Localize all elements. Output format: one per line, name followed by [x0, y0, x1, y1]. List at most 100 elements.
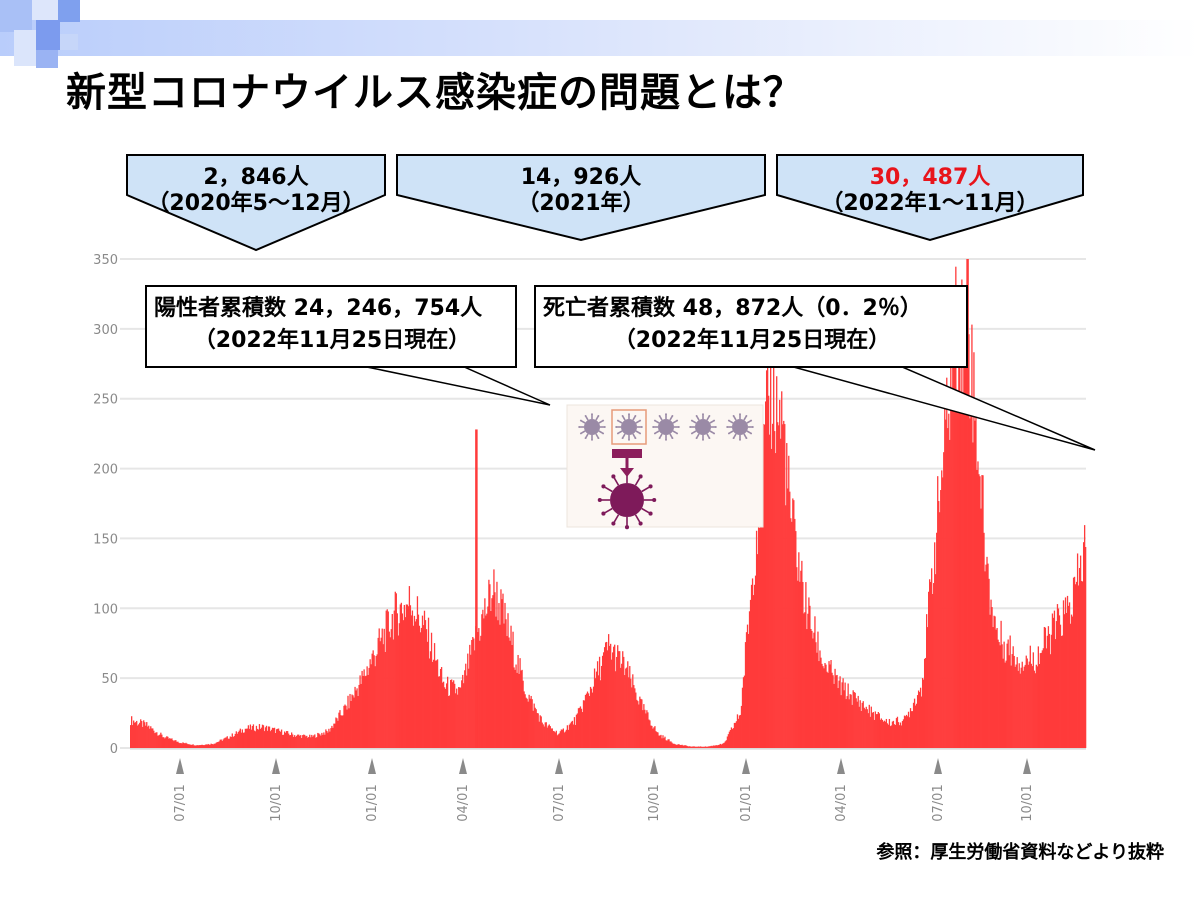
bar-792	[927, 627, 929, 748]
bar-60	[190, 744, 192, 748]
bar-447	[579, 706, 582, 748]
bar-86	[216, 742, 218, 748]
bar-212	[343, 705, 345, 748]
bar-275	[406, 604, 409, 748]
bar-731	[865, 706, 867, 748]
bar-103	[233, 736, 235, 748]
bar-349	[481, 614, 483, 748]
bar-931	[1066, 595, 1069, 748]
bar-175	[306, 735, 308, 748]
bar-16	[146, 722, 148, 748]
bar-694	[828, 661, 830, 748]
callout-3-text: 30，487人 （2022年1～11月）	[777, 165, 1083, 217]
bar-107	[237, 731, 239, 748]
bar-859	[994, 616, 996, 748]
bar-402	[534, 707, 536, 748]
bar-87	[217, 741, 219, 748]
bar-580	[713, 745, 715, 748]
bar-28	[158, 735, 160, 748]
bar-209	[340, 715, 342, 748]
y-tick-label-5: 250	[93, 393, 118, 408]
bar-888	[1023, 666, 1025, 748]
bar-388	[520, 670, 522, 748]
bar-300	[431, 661, 434, 748]
bar-885	[1020, 667, 1022, 748]
bar-578	[711, 746, 713, 748]
bar-168	[299, 735, 301, 748]
bar-67	[197, 745, 199, 748]
bar-422	[554, 732, 556, 748]
bar-126	[256, 728, 259, 748]
bar-930	[1065, 612, 1068, 748]
bar-522	[655, 731, 657, 748]
bar-738	[872, 712, 874, 748]
bar-784	[918, 692, 921, 748]
bar-887	[1022, 670, 1024, 748]
bar-314	[445, 683, 448, 748]
bar-541	[674, 744, 676, 748]
bar-529	[662, 735, 664, 748]
bar-569	[702, 746, 704, 748]
bar-815	[950, 338, 952, 748]
bar-301	[432, 659, 435, 748]
bar-806	[941, 470, 943, 748]
bar-333	[465, 663, 467, 748]
bar-618	[751, 578, 754, 748]
bar-394	[526, 698, 528, 748]
bar-621	[754, 575, 757, 748]
bar-268	[399, 604, 401, 748]
bar-834	[969, 418, 971, 748]
bar-435	[567, 729, 570, 748]
bar-55	[185, 742, 187, 748]
bar-22	[152, 728, 154, 748]
bar-872	[1007, 639, 1009, 748]
bar-83	[213, 743, 215, 748]
bar-811	[946, 377, 948, 748]
bar-683	[817, 631, 819, 748]
bar-170	[301, 738, 303, 748]
bar-801	[936, 532, 938, 748]
bar-627	[760, 511, 763, 748]
callout-arrow-2	[396, 154, 766, 242]
bar-362	[494, 592, 496, 748]
bar-242	[373, 655, 375, 748]
bar-315	[446, 676, 449, 748]
bar-720	[854, 692, 856, 748]
bar-75	[205, 744, 207, 748]
bar-577	[710, 745, 712, 748]
bar-261	[392, 639, 394, 748]
bar-938	[1073, 576, 1076, 748]
bar-178	[309, 734, 311, 748]
bar-425	[557, 734, 559, 748]
bar-390	[522, 680, 524, 748]
bar-935	[1070, 614, 1073, 748]
bar-370	[502, 593, 504, 748]
bar-511	[644, 709, 646, 748]
bar-15	[145, 725, 147, 748]
box2-pointer	[789, 365, 1096, 451]
bar-179	[310, 737, 312, 748]
bar-873	[1008, 655, 1010, 748]
bar-497	[630, 678, 632, 748]
bar-293	[424, 620, 427, 748]
bar-373	[505, 619, 507, 748]
bar-136	[266, 730, 269, 748]
bar-520	[653, 727, 655, 748]
bar-270	[401, 613, 404, 748]
bar-740	[874, 711, 876, 748]
bar-531	[664, 736, 666, 748]
bar-803	[938, 501, 940, 748]
info-box-1-text: 陽性者累積数 24，246，754人 （2022年11月25日現在）	[154, 293, 510, 357]
bar-324	[456, 688, 458, 748]
callout-arrow-3	[776, 154, 1084, 242]
info-box-2-line1: 死亡者累積数 48，872人（0．2％）	[543, 296, 922, 321]
bar-430	[562, 728, 565, 748]
bar-266	[397, 635, 399, 748]
bar-632	[765, 370, 768, 748]
bar-514	[647, 712, 649, 748]
bar-487	[620, 667, 622, 748]
bar-144	[274, 733, 277, 748]
bar-626	[759, 445, 762, 748]
bar-493	[626, 667, 628, 748]
bar-356	[488, 579, 490, 748]
